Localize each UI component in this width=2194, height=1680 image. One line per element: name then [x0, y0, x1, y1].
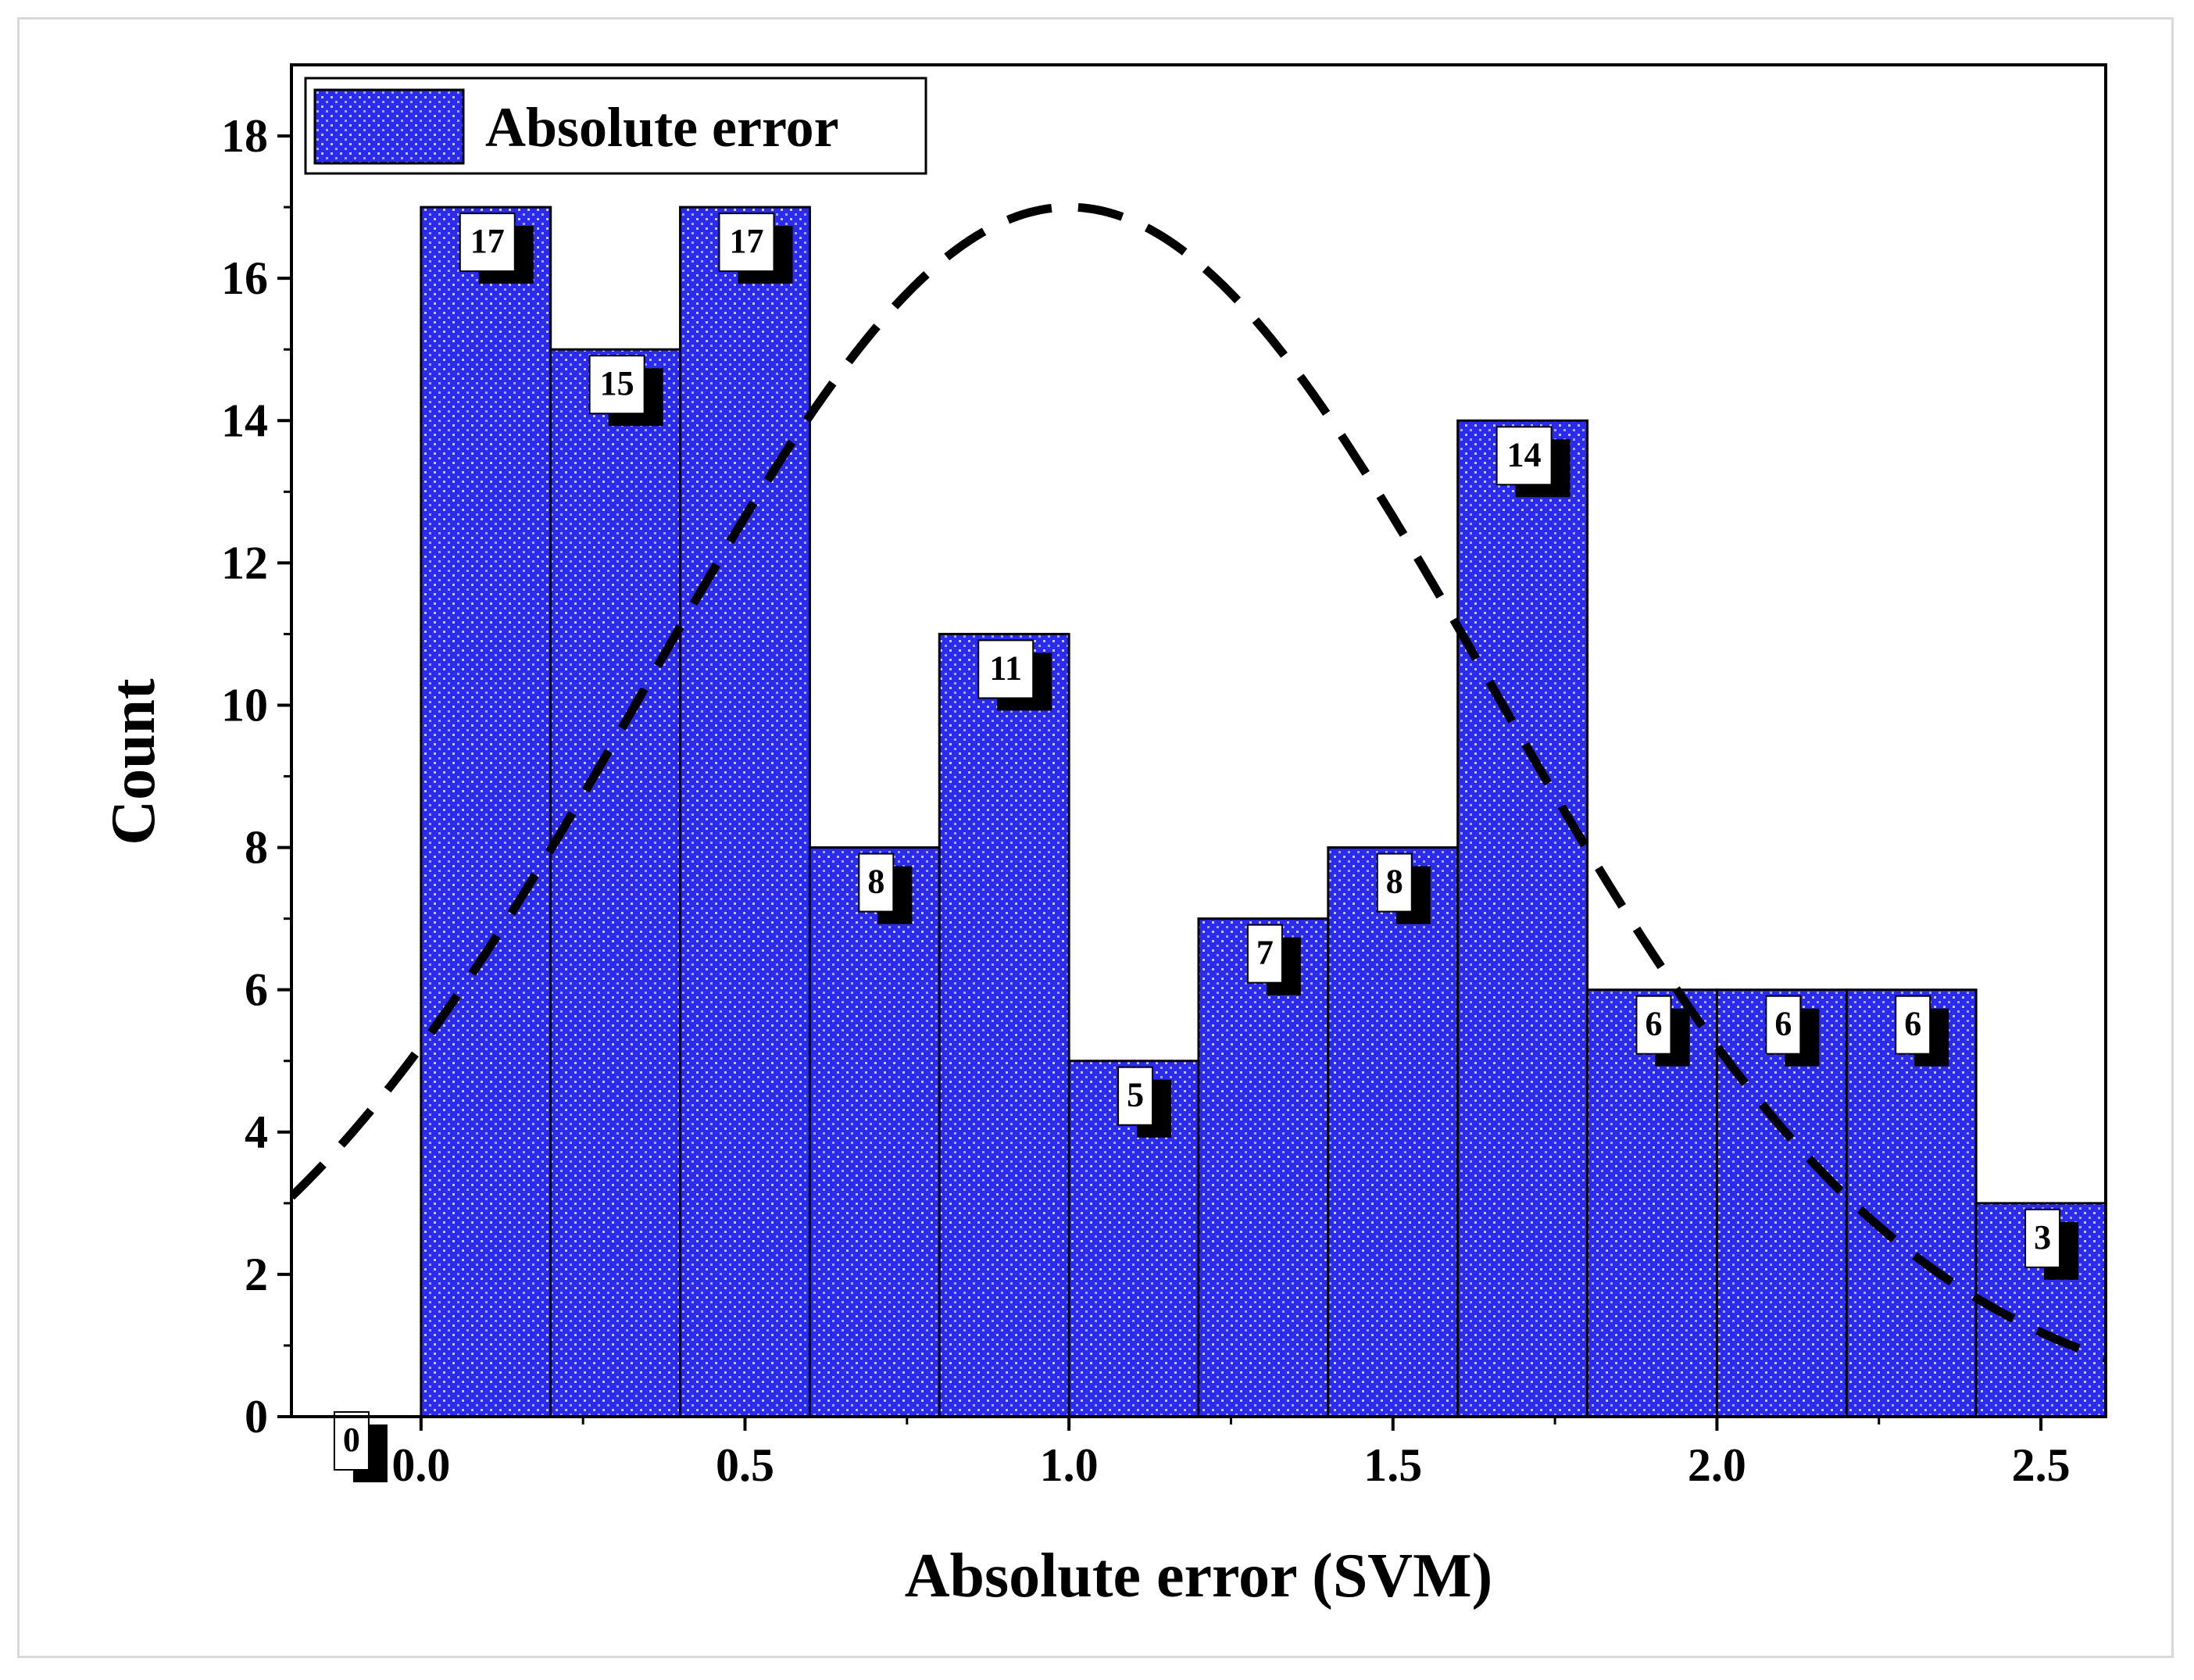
- bar-label: 8: [858, 853, 913, 924]
- bar-label-text: 7: [1256, 934, 1274, 972]
- x-tick-label: 2.0: [1688, 1439, 1746, 1491]
- x-tick-label: 2.5: [2012, 1439, 2071, 1491]
- histogram-bar: [938, 632, 1070, 1418]
- axes: 0 2 4 6 8 10 12 14 16 18 0.0 0.5 1.0 1.5 2.0 2.5: [221, 110, 2071, 1491]
- bar-label: 14: [1495, 426, 1570, 498]
- y-tick-label: 16: [221, 252, 268, 304]
- y-tick-label: 6: [245, 964, 268, 1016]
- y-tick-label: 0: [245, 1391, 268, 1442]
- legend-swatch: [313, 88, 465, 165]
- bar-count-labels: 0 17 15 17 8 11 5 7 8 14 6 6 6 3: [333, 213, 2079, 1482]
- bar-label-text: 0: [343, 1421, 360, 1459]
- histogram-bar: [1586, 988, 1718, 1418]
- x-tick-label: 0.0: [391, 1439, 450, 1491]
- x-tick-label: 0.5: [716, 1439, 774, 1491]
- bar-label-text: 5: [1127, 1076, 1144, 1114]
- bar-label-box: [1895, 995, 1931, 1055]
- bar-label-box: [977, 639, 1034, 699]
- bar-label-box: [1246, 924, 1283, 984]
- normal-fit-curve: [291, 202, 2106, 1363]
- histogram-bar: [1327, 846, 1460, 1418]
- y-tick-label: 2: [245, 1249, 268, 1300]
- figure-frame: 0 17 15 17 8 11 5 7 8 14 6 6 6 3 0 2 4 6 8 10 12 14 16 18 0.0 0.…: [17, 17, 2174, 1658]
- y-tick-label: 14: [221, 395, 268, 446]
- bar-label-box: [459, 213, 516, 273]
- y-tick-label: 12: [221, 537, 268, 588]
- bar-label: 3: [2024, 1208, 2079, 1280]
- bar-label: 6: [1895, 995, 1949, 1067]
- bar-label-box: [2024, 1208, 2061, 1268]
- bar-label-box: [1765, 995, 1802, 1055]
- x-axis-label: Absolute error (SVM): [905, 1542, 1492, 1610]
- bar-label: 17: [459, 213, 534, 284]
- legend: Absolute error: [304, 77, 927, 175]
- bar-label: 7: [1246, 924, 1301, 995]
- y-tick-label: 4: [245, 1106, 268, 1158]
- legend-label: Absolute error: [485, 96, 839, 159]
- bar-label: 5: [1117, 1066, 1172, 1138]
- bar-label: 6: [1765, 995, 1820, 1067]
- bar-label: 8: [1376, 853, 1431, 924]
- histogram-bar: [549, 348, 682, 1418]
- bar-label: 6: [1635, 995, 1690, 1067]
- bar-label: 15: [588, 355, 663, 427]
- normal-fit-curve-layer: [291, 202, 2106, 1363]
- bar-label-box: [1635, 995, 1672, 1055]
- bar-label-text: 6: [1904, 1005, 1921, 1043]
- histogram-bar: [1197, 917, 1330, 1418]
- bar-label-box: [858, 853, 895, 913]
- bar-label: 17: [718, 213, 793, 284]
- bar-label-text: 17: [730, 222, 764, 260]
- histogram-bar: [1845, 988, 1978, 1418]
- histogram-bar: [808, 846, 941, 1418]
- bar-label: 11: [977, 639, 1052, 711]
- histogram-bar: [1456, 419, 1589, 1418]
- bar-label-text: 11: [989, 649, 1022, 687]
- bar-label-text: 8: [867, 863, 884, 901]
- bar-label-text: 14: [1507, 435, 1542, 474]
- bar-label-box: [588, 355, 645, 415]
- bar-label: 0: [333, 1411, 388, 1482]
- bar-label-box: [1117, 1066, 1154, 1126]
- histogram-bar: [679, 206, 811, 1418]
- bar-label-box: [718, 213, 775, 273]
- y-axis-label: Count: [99, 678, 168, 845]
- bar-label-text: 3: [2034, 1218, 2051, 1256]
- bar-label-text: 6: [1646, 1005, 1663, 1043]
- x-tick-label: 1.5: [1363, 1439, 1422, 1491]
- bar-label-text: 8: [1386, 863, 1403, 901]
- bar-label-text: 15: [600, 364, 634, 402]
- y-tick-label: 18: [221, 110, 268, 162]
- histogram-chart: 0 17 15 17 8 11 5 7 8 14 6 6 6 3 0 2 4 6 8 10 12 14 16 18 0.0 0.…: [99, 63, 2107, 1610]
- bar-label-text: 6: [1774, 1005, 1792, 1043]
- histogram-bar: [420, 206, 552, 1418]
- histogram-bar: [1715, 988, 1848, 1418]
- x-tick-label: 1.0: [1040, 1439, 1099, 1491]
- y-tick-label: 10: [221, 679, 268, 731]
- bar-label-box: [333, 1411, 370, 1471]
- bar-label-box: [1376, 853, 1413, 913]
- plot-area-border: [290, 63, 2107, 1418]
- bar-label-box: [1495, 426, 1553, 486]
- y-tick-label: 8: [245, 822, 268, 874]
- bar-label-text: 17: [470, 222, 505, 260]
- histogram-bars: [420, 206, 2107, 1418]
